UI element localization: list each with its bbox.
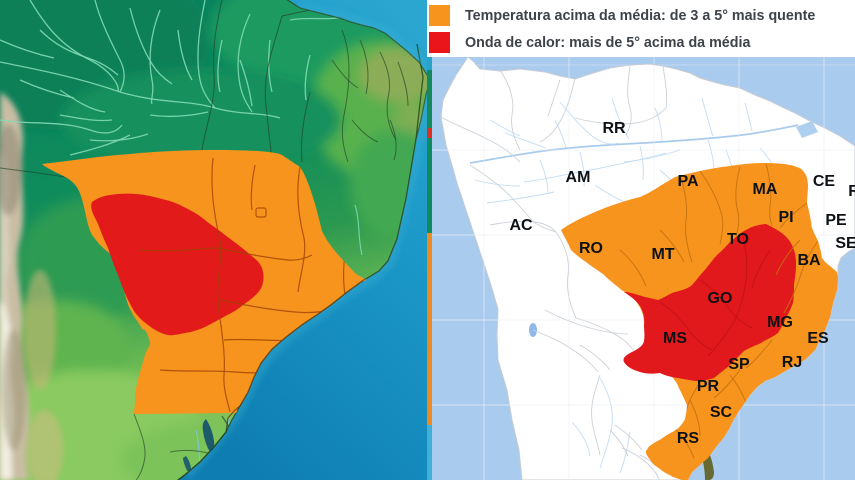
svg-text:BA: BA (797, 252, 821, 269)
svg-text:Onda de calor: mais de 5° acim: Onda de calor: mais de 5° acima da média (465, 35, 751, 51)
svg-text:SP: SP (728, 356, 750, 373)
svg-text:ES: ES (807, 330, 829, 347)
svg-text:PR: PR (697, 378, 720, 395)
svg-text:TO: TO (727, 231, 749, 248)
svg-text:Temperatura acima da média: de: Temperatura acima da média: de 3 a 5° ma… (465, 8, 815, 24)
svg-text:MA: MA (753, 181, 778, 198)
svg-text:RS: RS (677, 430, 700, 447)
svg-text:RJ: RJ (782, 354, 802, 371)
svg-text:RO: RO (579, 240, 603, 257)
svg-text:RR: RR (602, 120, 626, 137)
svg-text:R: R (848, 183, 855, 200)
svg-text:MT: MT (651, 246, 674, 263)
svg-text:GO: GO (708, 290, 733, 307)
svg-text:AC: AC (509, 217, 533, 234)
svg-text:MG: MG (767, 314, 793, 331)
svg-text:SE: SE (835, 235, 855, 252)
svg-text:PA: PA (677, 173, 698, 190)
svg-text:MS: MS (663, 330, 687, 347)
svg-text:SC: SC (710, 404, 733, 421)
svg-text:PE: PE (825, 212, 847, 229)
svg-text:PI: PI (778, 209, 793, 226)
svg-text:AM: AM (566, 169, 591, 186)
svg-text:CE: CE (813, 173, 836, 190)
